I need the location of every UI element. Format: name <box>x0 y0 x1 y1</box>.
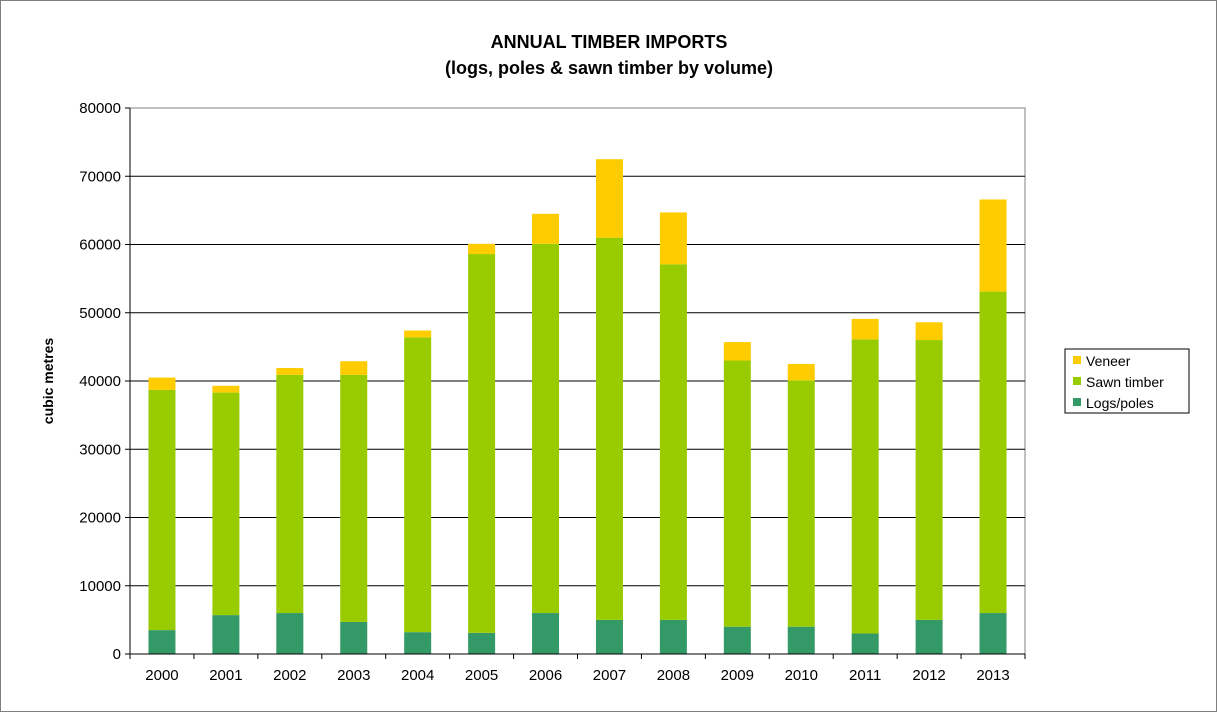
bar-sawn-timber-2005 <box>468 254 496 633</box>
bar-veneer-2009 <box>723 342 751 361</box>
legend-swatch-veneer <box>1073 356 1081 364</box>
x-axis-ticks: 2000 2001 2002 2003 2004 2005 2006 2007 2008 2009… <box>129 653 1026 684</box>
bar-logs-poles-2012 <box>915 619 943 654</box>
bar-veneer-2007 <box>595 159 623 238</box>
bar-veneer-2004 <box>404 330 432 338</box>
legend-label-sawn-timber: Sawn timber <box>1086 374 1164 390</box>
bar-logs-poles-2004 <box>404 632 432 654</box>
bar-logs-poles-2007 <box>595 619 623 654</box>
chart-subtitle: (logs, poles & sawn timber by volume) <box>445 58 773 78</box>
y-tick-label: 10000 <box>79 578 121 595</box>
legend-box <box>1064 348 1190 414</box>
x-tick-label: 2006 <box>529 667 562 684</box>
bar-sawn-timber-2010 <box>787 380 815 627</box>
bar-logs-poles-2011 <box>851 633 879 654</box>
bar-veneer-2010 <box>787 363 815 381</box>
legend-swatch-sawn-timber <box>1073 377 1081 385</box>
y-tick-label: 40000 <box>79 373 121 390</box>
y-tick-label: 0 <box>113 646 121 663</box>
bar-sawn-timber-2011 <box>851 339 879 634</box>
bar-sawn-timber-2007 <box>595 237 623 620</box>
bar-veneer-2012 <box>915 322 943 341</box>
bar-veneer-2000 <box>148 377 176 390</box>
bar-sawn-timber-2000 <box>148 389 176 631</box>
bar-logs-poles-2013 <box>979 613 1007 654</box>
x-tick-label: 2000 <box>145 667 178 684</box>
bar-sawn-timber-2002 <box>276 374 304 614</box>
x-tick-label: 2003 <box>337 667 370 684</box>
y-tick-label: 30000 <box>79 441 121 458</box>
y-tick-label: 80000 <box>79 100 121 117</box>
x-tick-label: 2009 <box>721 667 754 684</box>
x-tick-label: 2005 <box>465 667 498 684</box>
legend-swatch-logs-poles <box>1073 398 1081 406</box>
x-tick-label: 2002 <box>273 667 306 684</box>
legend-label-logs-poles: Logs/poles <box>1086 395 1154 411</box>
bar-logs-poles-2009 <box>723 626 751 654</box>
y-tick-label: 60000 <box>79 237 121 254</box>
bar-logs-poles-2006 <box>532 613 560 654</box>
bar-veneer-2013 <box>979 199 1007 292</box>
x-tick-label: 2008 <box>657 667 690 684</box>
bars <box>148 159 1007 654</box>
bar-sawn-timber-2003 <box>340 374 368 622</box>
bar-logs-poles-2003 <box>340 621 368 654</box>
bar-logs-poles-2000 <box>148 630 176 654</box>
bar-sawn-timber-2008 <box>659 264 687 620</box>
bar-veneer-2008 <box>659 212 687 265</box>
x-tick-label: 2012 <box>912 667 945 684</box>
bar-sawn-timber-2012 <box>915 340 943 620</box>
y-tick-label: 50000 <box>79 305 121 322</box>
bar-veneer-2006 <box>532 213 560 244</box>
x-tick-label: 2001 <box>209 667 242 684</box>
y-axis-label: cubic metres <box>40 338 56 425</box>
x-tick-label: 2011 <box>849 667 881 684</box>
bar-logs-poles-2002 <box>276 613 304 654</box>
legend: Veneer Sawn timber Logs/poles <box>1064 348 1190 414</box>
bar-veneer-2005 <box>468 243 496 255</box>
y-tick-label: 70000 <box>79 168 121 185</box>
y-tick-label: 20000 <box>79 510 121 527</box>
bar-logs-poles-2001 <box>212 615 240 654</box>
x-tick-label: 2013 <box>976 667 1009 684</box>
x-tick-label: 2007 <box>593 667 626 684</box>
bar-sawn-timber-2009 <box>723 360 751 627</box>
bar-logs-poles-2008 <box>659 619 687 654</box>
bar-veneer-2003 <box>340 361 368 375</box>
bar-sawn-timber-2006 <box>532 243 560 614</box>
chart-title: ANNUAL TIMBER IMPORTS <box>491 32 728 52</box>
bar-veneer-2011 <box>851 318 879 340</box>
x-tick-label: 2010 <box>785 667 818 684</box>
bar-logs-poles-2010 <box>787 626 815 654</box>
bar-sawn-timber-2013 <box>979 291 1007 614</box>
y-axis-ticks: 0 10000 20000 30000 40000 50000 60000 70000 8000… <box>79 100 131 663</box>
bar-sawn-timber-2004 <box>404 337 432 633</box>
bar-veneer-2002 <box>276 368 304 375</box>
x-tick-label: 2004 <box>401 667 434 684</box>
legend-label-veneer: Veneer <box>1086 353 1131 369</box>
bar-logs-poles-2005 <box>468 632 496 654</box>
bar-sawn-timber-2001 <box>212 392 240 616</box>
bar-veneer-2001 <box>212 385 240 393</box>
